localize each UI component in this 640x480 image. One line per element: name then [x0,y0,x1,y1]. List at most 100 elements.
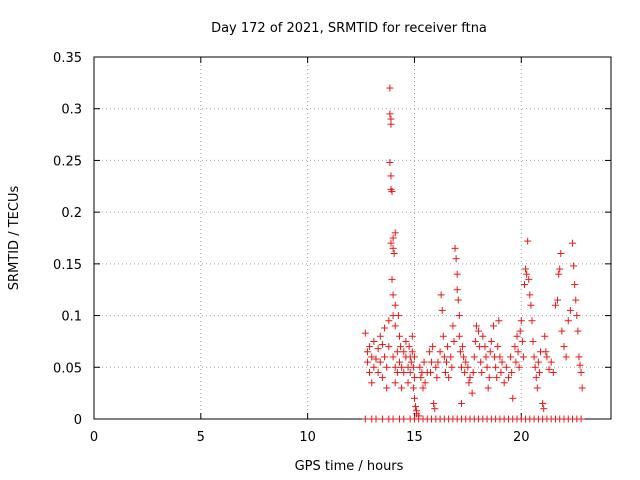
data-point [574,327,582,335]
data-point [483,363,491,371]
data-point [425,348,433,356]
data-point [434,358,442,366]
data-point [527,301,535,309]
data-point [541,332,549,340]
data-point [438,306,446,314]
data-point [397,343,405,351]
data-points [361,84,586,423]
data-point [416,363,424,371]
data-point [436,348,444,356]
data-point [387,120,395,128]
data-point [507,353,515,361]
data-point [502,363,510,371]
data-point [370,363,378,371]
y-tick-label: 0.3 [61,103,82,118]
data-point [455,312,463,320]
data-point [472,322,480,330]
data-point [457,399,465,407]
data-point [428,358,436,366]
data-point [555,270,563,278]
y-axis-label: SRMTID / TECUs [7,186,22,291]
x-tick-label: 10 [299,430,316,445]
data-point [539,399,547,407]
data-point [481,343,489,351]
data-point [393,348,401,356]
data-point [419,384,427,392]
data-point [386,84,394,92]
data-point [437,291,445,299]
data-point [455,332,463,340]
y-tick-label: 0 [74,413,82,428]
x-tick-label: 20 [513,430,530,445]
data-point [566,306,574,314]
data-point [482,353,490,361]
data-point [486,348,494,356]
data-point [449,322,457,330]
data-point [410,353,418,361]
data-point [547,358,555,366]
data-point [572,296,580,304]
y-tick-label: 0.15 [53,258,82,273]
data-point [385,317,393,325]
data-point [391,229,399,237]
data-point [439,332,447,340]
data-point [391,363,399,371]
data-point [388,187,396,195]
data-point [513,332,521,340]
data-point [441,368,449,376]
data-point [410,394,418,402]
x-tick-labels: 0 5 10 15 20 [90,430,530,445]
data-point [407,358,415,366]
data-point [526,291,534,299]
data-point [516,327,524,335]
data-point [390,250,398,258]
data-point [477,358,485,366]
data-point [519,353,527,361]
data-point [530,353,538,361]
data-point [498,358,506,366]
data-point [573,312,581,320]
data-point [398,384,406,392]
data-point [385,343,393,351]
chart-title: Day 172 of 2021, SRMTID for receiver ftn… [211,21,487,36]
data-point [542,348,550,356]
data-point [381,324,389,332]
data-point [370,337,378,345]
data-point [391,301,399,309]
data-point [471,337,479,345]
data-point [433,374,441,382]
data-point [389,291,397,299]
data-point [578,384,586,392]
data-point [383,384,391,392]
data-point [523,270,531,278]
data-point [500,379,508,387]
data-point [389,353,397,361]
data-point [549,368,557,376]
data-point [366,368,374,376]
data-point [576,361,584,369]
data-point [492,363,500,371]
data-point [393,368,401,376]
data-point [450,337,458,345]
data-point [532,374,540,382]
data-point [405,343,413,351]
data-point [496,353,504,361]
data-point [366,343,374,351]
data-point [551,301,559,309]
data-point [361,415,369,423]
data-point [386,110,394,118]
data-point [479,332,487,340]
data-point [431,405,439,413]
data-point [376,332,384,340]
x-tick-label: 5 [197,430,205,445]
data-point [518,337,526,345]
data-point [554,296,562,304]
data-point [556,265,564,273]
data-point [444,343,452,351]
data-point [391,379,399,387]
y-tick-label: 0.35 [53,51,82,66]
data-point [557,250,565,258]
data-point [386,158,394,166]
data-point [545,365,553,373]
data-point [389,244,397,252]
